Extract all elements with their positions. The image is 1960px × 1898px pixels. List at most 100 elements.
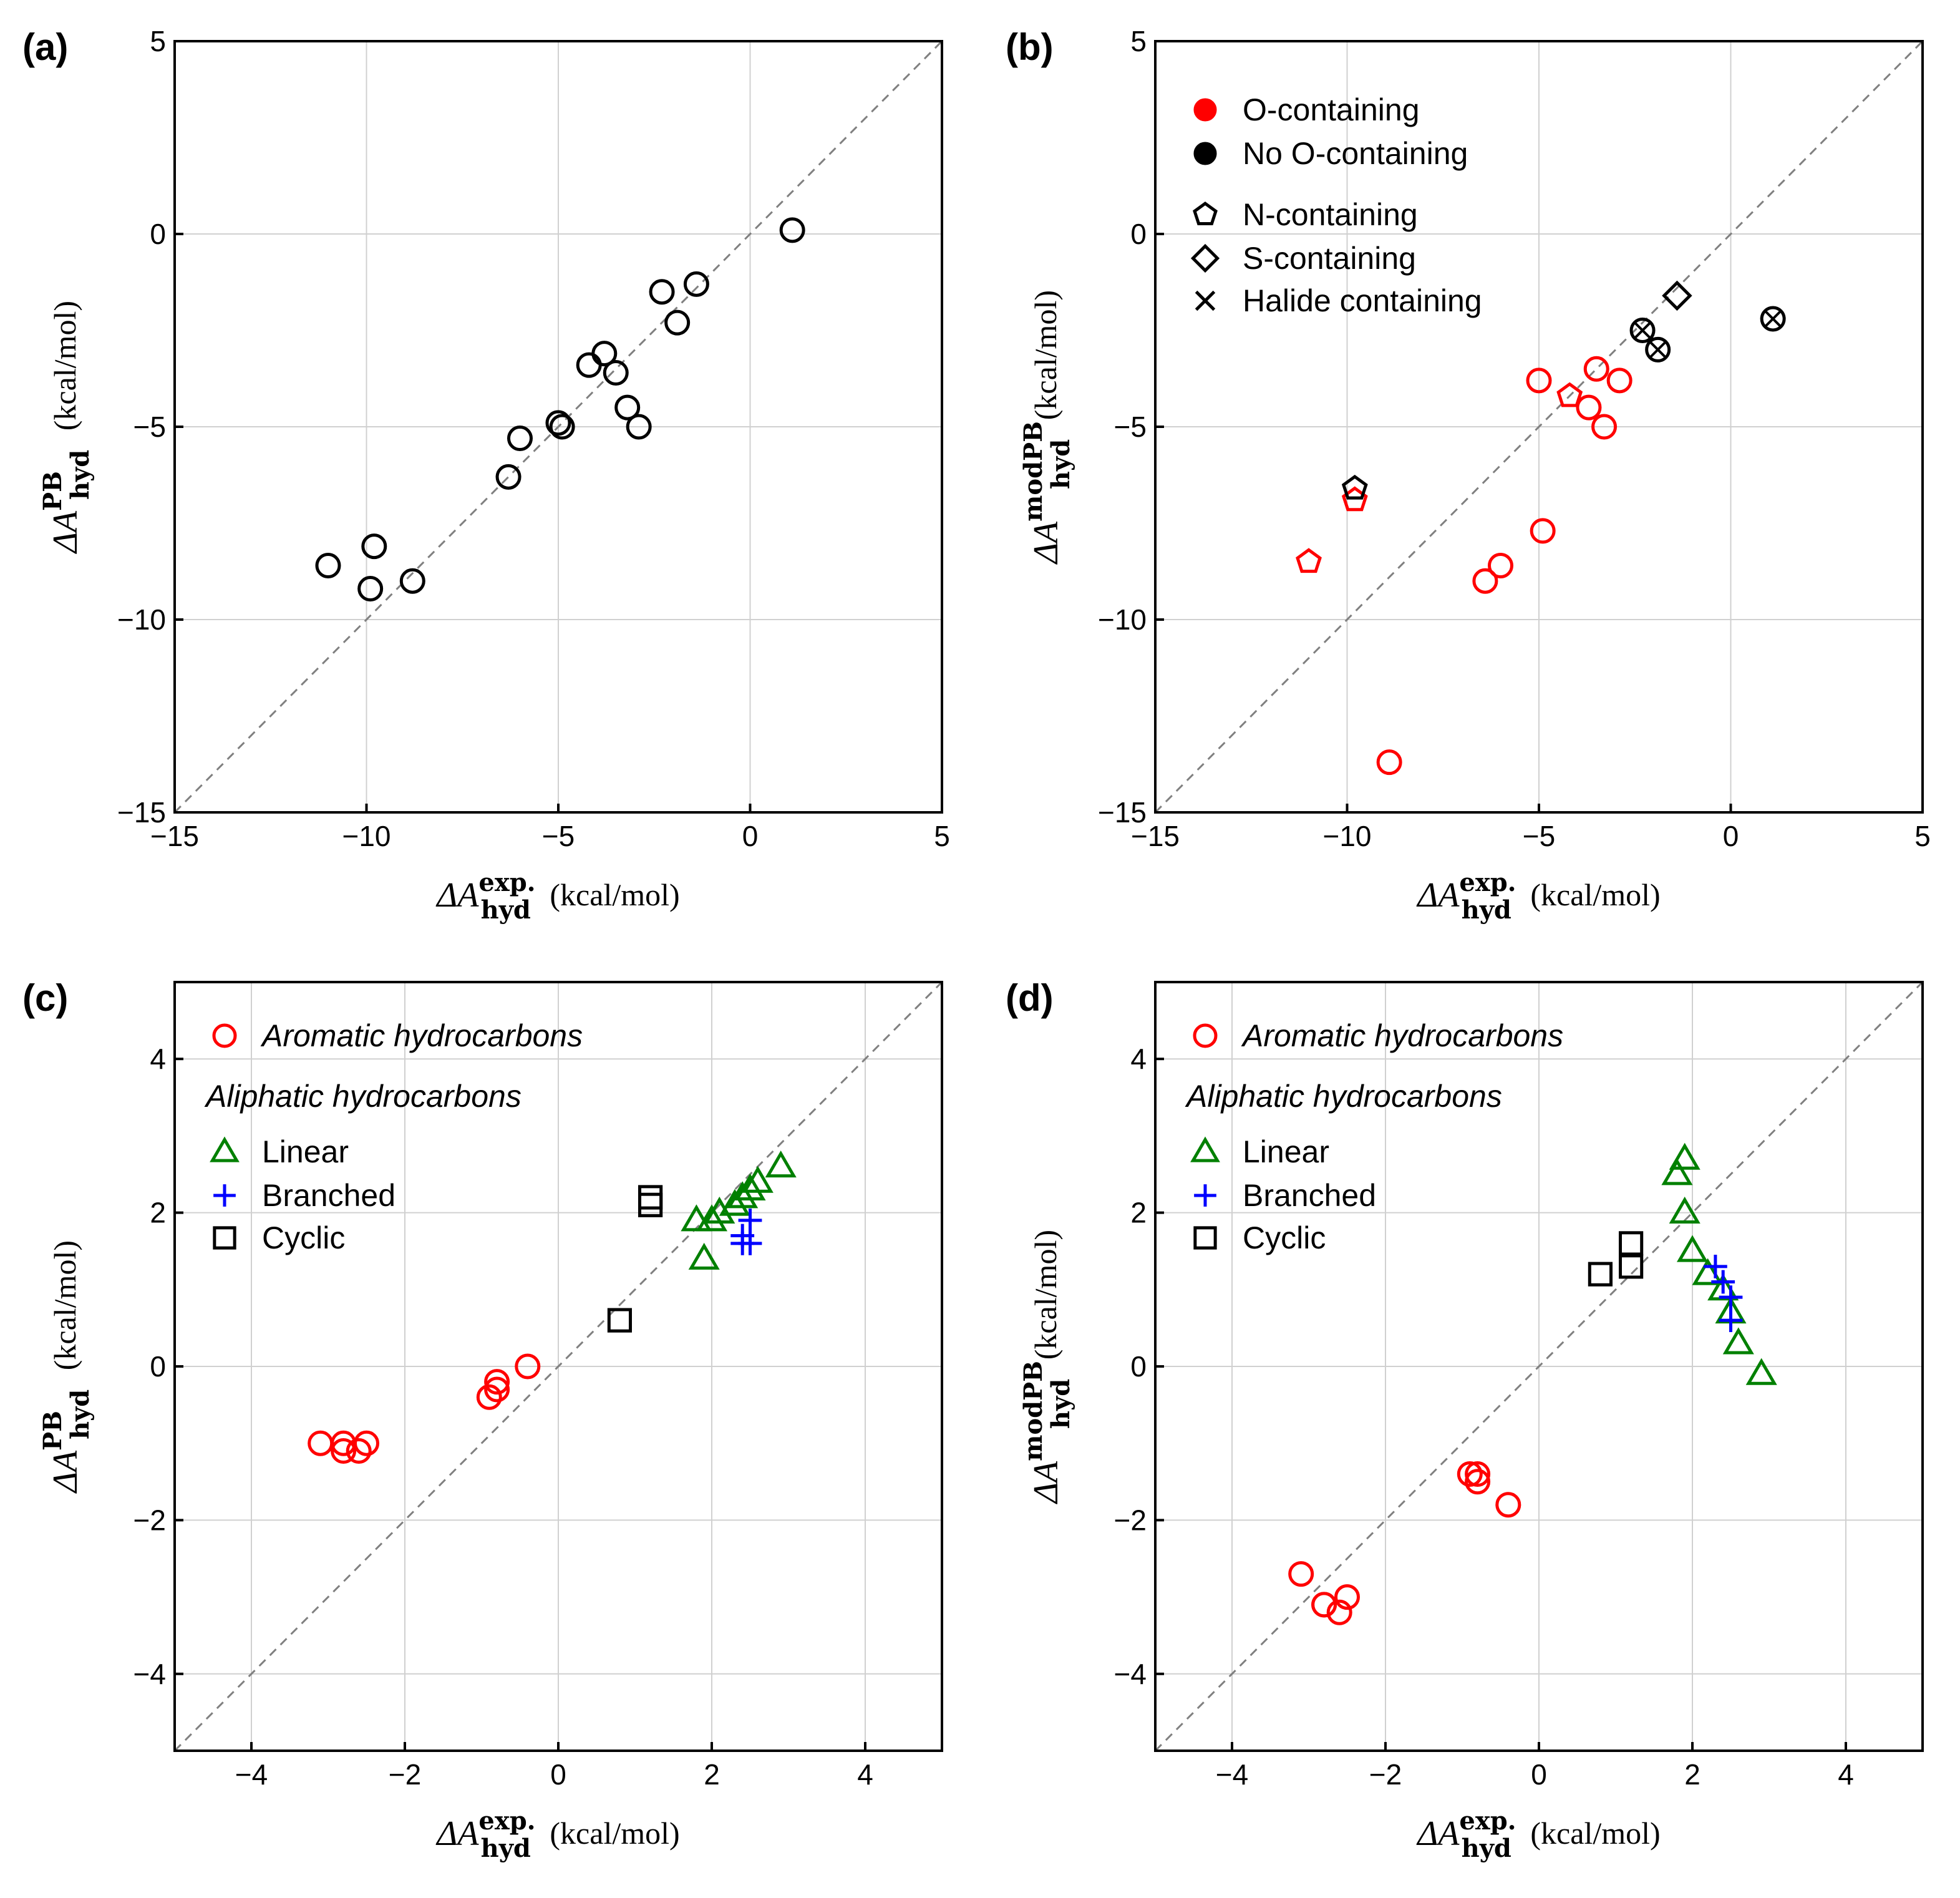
panel-a: −15 −10 −5 0 5−15−10−505(a)ΔAexp. hyd (kcal/m… bbox=[22, 25, 950, 925]
y-axis-label-symbol: ΔA bbox=[46, 510, 85, 554]
y-axis-label-subscript: hyd bbox=[1046, 439, 1075, 489]
x-axis-label-unit: (kcal/mol) bbox=[542, 877, 680, 912]
y-axis-label: ΔAmodPBhyd (kcal/mol) bbox=[1019, 1230, 1075, 1504]
data-point bbox=[1711, 1270, 1735, 1294]
data-point bbox=[545, 410, 571, 436]
legend-marker bbox=[213, 1226, 236, 1250]
panel-label: (c) bbox=[22, 977, 68, 1019]
x-tick-label: −15 bbox=[150, 820, 199, 852]
y-axis-label-subscript: hyd bbox=[65, 1389, 95, 1439]
x-axis-label-subscript: hyd bbox=[1462, 1834, 1511, 1863]
x-axis-label: ΔAexp. hyd (kcal/mol) bbox=[1416, 868, 1660, 925]
series-s-containing bbox=[1662, 280, 1692, 311]
x-axis-label-unit: (kcal/mol) bbox=[1523, 1816, 1661, 1851]
y-axis-label-symbol: ΔA bbox=[1027, 1461, 1065, 1504]
legend-label: Cyclic bbox=[1243, 1220, 1326, 1255]
x-axis-label-symbol: ΔA bbox=[1416, 1814, 1460, 1853]
data-point bbox=[607, 1308, 632, 1333]
x-tick-label: 0 bbox=[1531, 1758, 1547, 1791]
data-point bbox=[1745, 1358, 1777, 1385]
data-point bbox=[1669, 1142, 1700, 1170]
data-point bbox=[549, 414, 575, 440]
x-axis-label-symbol: ΔA bbox=[435, 1814, 479, 1853]
x-axis-label-unit: (kcal/mol) bbox=[542, 1816, 680, 1851]
series-halide-containing bbox=[1629, 306, 1786, 363]
data-point bbox=[1472, 568, 1498, 594]
panel-b: −15 −10 −5 0 5−15−10−505(b)ΔAexp. hyd (kcal/m… bbox=[1006, 25, 1931, 925]
x-axis-label-subscript: hyd bbox=[1462, 895, 1511, 925]
series-aromatic-hydrocarbons bbox=[308, 1353, 541, 1464]
legend-marker bbox=[1193, 1226, 1217, 1250]
x-axis-label-superscript: exp. bbox=[478, 1806, 535, 1836]
x-tick-label: 0 bbox=[742, 820, 759, 852]
legend-label: Linear bbox=[1243, 1134, 1329, 1169]
data-point bbox=[346, 1438, 372, 1464]
y-tick-label: 0 bbox=[150, 1350, 166, 1383]
data-point bbox=[738, 1231, 762, 1255]
data-point bbox=[507, 426, 533, 452]
data-point bbox=[1662, 280, 1692, 311]
data-point bbox=[1465, 1469, 1491, 1495]
legend: Aromatic hydrocarbons Aliphatic hydrocarb… bbox=[1185, 1018, 1563, 1255]
data-point bbox=[1676, 1235, 1709, 1262]
x-tick-label: 4 bbox=[857, 1758, 873, 1791]
legend-marker bbox=[1190, 243, 1220, 273]
x-tick-label: −15 bbox=[1131, 820, 1180, 852]
data-point bbox=[1488, 552, 1513, 578]
series-n-containing bbox=[1341, 474, 1368, 500]
x-tick-label: 4 bbox=[1838, 1758, 1854, 1791]
legend-title: Aliphatic hydrocarbons bbox=[1185, 1079, 1502, 1114]
x-tick-label: 0 bbox=[1723, 820, 1739, 852]
identity-line bbox=[173, 981, 943, 1752]
data-point bbox=[1661, 1158, 1693, 1185]
identity-line bbox=[173, 40, 943, 814]
x-axis-label-subscript: hyd bbox=[481, 1834, 531, 1863]
x-axis-label-symbol: ΔA bbox=[1416, 876, 1460, 915]
y-axis-label-symbol: ΔA bbox=[1027, 521, 1065, 565]
y-axis-label: ΔAmodPBhyd (kcal/mol) bbox=[1019, 290, 1075, 565]
data-point bbox=[315, 552, 341, 578]
legend-marker bbox=[213, 1184, 236, 1207]
legend: Aromatic hydrocarbons Aliphatic hydrocarb… bbox=[204, 1018, 583, 1255]
data-point bbox=[1704, 1254, 1727, 1278]
y-axis-label: ΔAPBhyd (kcal/mol) bbox=[38, 301, 95, 554]
series-aromatic-hydrocarbons bbox=[1288, 1461, 1521, 1625]
y-tick-label: −10 bbox=[117, 603, 166, 636]
identity-line bbox=[1154, 981, 1924, 1752]
x-tick-label: −2 bbox=[1369, 1758, 1402, 1791]
data-point bbox=[1288, 1561, 1314, 1587]
legend-marker bbox=[1193, 98, 1217, 122]
data-point bbox=[1591, 414, 1618, 440]
y-tick-label: 5 bbox=[150, 25, 166, 57]
x-tick-label: 2 bbox=[704, 1758, 720, 1791]
y-tick-label: −4 bbox=[133, 1658, 166, 1690]
legend-label: N-containing bbox=[1243, 197, 1418, 232]
y-tick-label: −4 bbox=[1114, 1658, 1147, 1690]
data-point bbox=[688, 1242, 720, 1270]
legend-marker bbox=[1193, 142, 1217, 165]
y-axis-label-superscript: modPB bbox=[1019, 421, 1048, 522]
data-point bbox=[1722, 1327, 1754, 1355]
series-cyclic bbox=[607, 1185, 663, 1333]
data-point bbox=[1376, 749, 1402, 776]
data-point bbox=[476, 1384, 502, 1410]
data-point bbox=[576, 352, 602, 378]
legend-label: S-containing bbox=[1243, 241, 1416, 276]
data-point bbox=[1606, 367, 1633, 394]
series-o-containing bbox=[1376, 356, 1633, 776]
data-point bbox=[1296, 548, 1322, 573]
data-point bbox=[614, 394, 641, 421]
data-point bbox=[1556, 382, 1583, 407]
y-axis-label-symbol: ΔA bbox=[46, 1450, 85, 1494]
y-tick-label: 4 bbox=[1130, 1043, 1147, 1075]
x-tick-label: −5 bbox=[542, 820, 575, 852]
y-axis-label-unit: (kcal/mol) bbox=[1028, 1230, 1063, 1368]
data-point bbox=[1719, 1308, 1743, 1332]
legend-marker bbox=[1194, 1184, 1216, 1207]
x-tick-label: −4 bbox=[235, 1758, 268, 1791]
data-point bbox=[1311, 1592, 1337, 1618]
data-point bbox=[742, 1166, 774, 1193]
legend-marker bbox=[1193, 1023, 1218, 1048]
data-point bbox=[1619, 1254, 1644, 1279]
